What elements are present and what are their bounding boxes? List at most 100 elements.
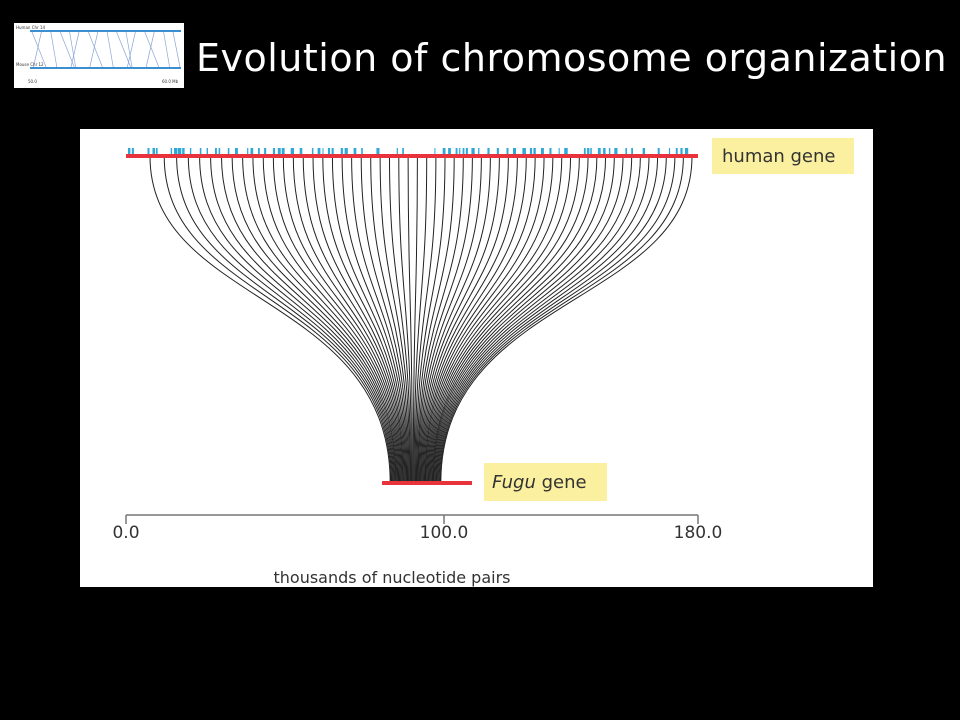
connection-line xyxy=(149,155,391,484)
exon-mark xyxy=(215,148,217,154)
connection-line xyxy=(431,155,607,484)
fugu-label-box xyxy=(484,463,607,501)
exon-mark xyxy=(625,148,627,154)
exon-mark xyxy=(264,148,267,154)
exon-mark xyxy=(340,148,343,154)
connection-line xyxy=(407,155,413,484)
connection-line xyxy=(412,155,418,484)
connection-line xyxy=(415,155,446,484)
exon-mark xyxy=(603,148,606,154)
exon-mark xyxy=(462,148,465,154)
synteny-figure: human gene Fugu gene 0.0 100.0 180.0 tho… xyxy=(80,129,873,587)
connection-line xyxy=(302,155,404,484)
human-label-box xyxy=(712,138,854,174)
exon-mark xyxy=(631,148,633,154)
connection-lines xyxy=(149,155,693,484)
exon-mark xyxy=(272,148,275,154)
connection-line xyxy=(210,155,396,484)
exon-mark xyxy=(396,148,398,154)
connection-line xyxy=(428,155,580,484)
exon-mark xyxy=(455,148,458,154)
connection-line xyxy=(252,155,399,484)
thumb-synteny-line xyxy=(88,31,103,68)
exon-mark xyxy=(177,148,182,154)
exon-mark xyxy=(513,148,516,154)
exon-mark xyxy=(206,148,208,154)
exon-mark xyxy=(170,148,173,154)
exon-mark xyxy=(131,148,134,154)
thumb-synteny-line xyxy=(127,31,136,68)
connection-line xyxy=(440,155,693,484)
thumb-synteny-line xyxy=(116,31,131,68)
exon-mark xyxy=(558,148,560,154)
connection-line xyxy=(360,155,409,484)
connection-line xyxy=(370,155,410,484)
thumb-synteny-line xyxy=(59,31,75,68)
exon-mark xyxy=(522,148,526,154)
fugu-label-text: Fugu gene xyxy=(492,472,587,493)
exon-mark xyxy=(614,148,618,154)
thumb-left-value: 50.0 xyxy=(28,79,37,84)
connection-line xyxy=(427,155,572,484)
thumb-synteny-line xyxy=(31,31,47,68)
exon-mark xyxy=(434,148,436,154)
human-exon-marks xyxy=(128,148,689,154)
exon-mark xyxy=(152,148,156,154)
connection-line xyxy=(430,155,598,484)
connection-line xyxy=(322,155,405,484)
connection-line xyxy=(435,155,641,484)
connection-line xyxy=(417,155,464,484)
exon-mark xyxy=(328,148,331,154)
connection-line xyxy=(282,155,402,484)
exon-mark xyxy=(156,148,158,154)
exon-mark xyxy=(317,148,321,154)
connection-line xyxy=(432,155,615,484)
exon-mark xyxy=(281,148,285,154)
thumb-human-label: Human Chr 14 xyxy=(16,25,45,30)
exon-mark xyxy=(448,148,451,154)
exon-mark xyxy=(361,148,363,154)
exon-mark xyxy=(344,148,348,154)
connection-line xyxy=(414,155,437,484)
exon-mark xyxy=(459,148,461,154)
exon-mark xyxy=(227,148,230,154)
thumb-synteny-line xyxy=(50,31,58,68)
exon-mark xyxy=(442,148,446,154)
connection-line xyxy=(426,155,554,484)
human-gene-label: human gene xyxy=(712,138,854,174)
connection-line xyxy=(187,155,394,484)
exon-mark xyxy=(247,148,249,154)
exon-mark xyxy=(322,148,324,154)
connection-line xyxy=(231,155,397,484)
exon-mark xyxy=(290,148,294,154)
exon-mark xyxy=(680,148,683,154)
exon-mark xyxy=(608,148,611,154)
exon-mark xyxy=(235,148,238,154)
exon-mark xyxy=(402,148,404,154)
thumb-synteny-line xyxy=(145,31,155,68)
connection-line xyxy=(341,155,407,484)
exon-mark xyxy=(258,148,260,154)
human-label-text: human gene xyxy=(722,146,836,167)
connection-line xyxy=(434,155,633,484)
connection-line xyxy=(420,155,500,484)
exon-mark xyxy=(506,148,509,154)
exon-mark xyxy=(478,148,480,154)
connection-line xyxy=(199,155,395,484)
exon-mark xyxy=(174,148,178,154)
connection-line xyxy=(437,155,667,484)
connection-line xyxy=(262,155,400,484)
chromosome-thumbnail: Human Chr 14 Mouse Chr 12 50.0 60.0 Mb xyxy=(14,23,184,88)
thumbnail-graphic: Human Chr 14 Mouse Chr 12 50.0 60.0 Mb xyxy=(14,23,184,88)
exon-mark xyxy=(487,148,490,154)
connection-line xyxy=(331,155,406,484)
exon-mark xyxy=(299,148,303,154)
exon-mark xyxy=(182,148,185,154)
connection-line xyxy=(389,155,412,484)
thumb-synteny-line xyxy=(69,31,76,68)
exon-mark xyxy=(669,148,671,154)
thumb-synteny-line xyxy=(144,31,160,68)
connection-line xyxy=(424,155,536,484)
exon-mark xyxy=(199,148,202,154)
thumb-synteny-line xyxy=(125,31,133,68)
